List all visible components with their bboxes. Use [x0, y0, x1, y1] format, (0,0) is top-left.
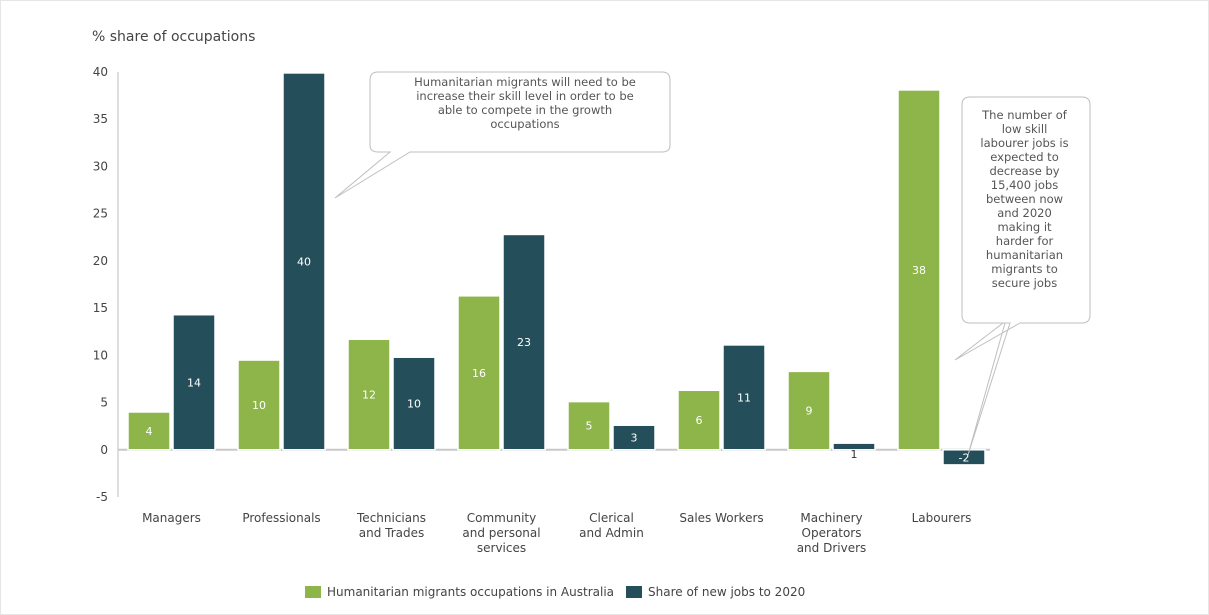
bar-new-jobs [392, 356, 436, 451]
y-axis-label: % share of occupations [92, 29, 256, 45]
bar-humanitarian [787, 370, 831, 451]
legend-item-new-jobs: Share of new jobs to 2020 [626, 585, 805, 599]
bar-new-jobs [832, 442, 876, 451]
bar-humanitarian [127, 411, 171, 451]
bar-humanitarian [897, 89, 941, 451]
data-label: 12 [362, 389, 376, 402]
annotation-line: Humanitarian migrants will need to be [414, 75, 636, 89]
legend-item-humanitarian: Humanitarian migrants occupations in Aus… [305, 585, 614, 599]
data-label: 10 [407, 398, 421, 411]
category-label: and Drivers [797, 541, 867, 555]
bar-new-jobs [942, 449, 986, 466]
data-label: -2 [959, 451, 970, 464]
annotation-line: harder for [995, 234, 1054, 248]
data-label: 11 [737, 391, 751, 404]
legend-swatch-new-jobs [626, 586, 643, 598]
annotation-line: 15,400 jobs [990, 178, 1059, 192]
y-tick-label: 25 [93, 207, 108, 221]
callout-bubble-skill [334, 71, 671, 199]
annotation-line: making it [997, 220, 1052, 234]
data-label: 6 [696, 414, 703, 427]
y-tick-label: 15 [93, 301, 108, 315]
data-label: 9 [806, 405, 813, 418]
y-tick-label: 30 [93, 159, 108, 173]
category-label: Professionals [242, 511, 320, 525]
annotation-line: expected to [990, 150, 1059, 164]
legend-swatch-humanitarian [305, 586, 321, 598]
y-tick-label: -5 [96, 490, 108, 504]
data-label: 5 [586, 420, 593, 433]
data-label: 23 [517, 336, 531, 349]
bar-humanitarian [237, 359, 281, 451]
annotation-line: increase their skill level in order to b… [416, 89, 634, 103]
data-label: 40 [297, 255, 311, 268]
legend-label-humanitarian: Humanitarian migrants occupations in Aus… [327, 585, 615, 599]
annotation-line: low skill [1001, 122, 1048, 136]
data-label: 16 [472, 367, 486, 380]
category-label: Machinery [800, 511, 862, 525]
bar-humanitarian [677, 389, 721, 451]
annotation-line: decrease by [989, 164, 1060, 178]
annotation-line: labourer jobs is [980, 136, 1069, 150]
data-label: 1 [851, 448, 858, 461]
bar-new-jobs [722, 344, 766, 451]
annotation-line: able to compete in the growth [437, 103, 613, 117]
callout-bubble-labourer [954, 96, 1091, 456]
annotation-line: migrants to [991, 262, 1058, 276]
annotation-line: humanitarian [985, 248, 1064, 262]
data-label: 14 [187, 376, 201, 389]
category-label: Labourers [912, 511, 972, 525]
y-tick-label: 20 [93, 254, 108, 268]
annotation-line: secure jobs [991, 276, 1058, 290]
y-tick-label: 35 [93, 112, 108, 126]
legend-label-new-jobs: Share of new jobs to 2020 [648, 585, 806, 599]
bar-humanitarian [347, 338, 391, 451]
y-tick-label: 10 [93, 348, 108, 362]
data-label: 4 [146, 425, 153, 438]
bar-humanitarian [567, 400, 611, 451]
bar-new-jobs [502, 233, 546, 451]
category-label: Technicians [356, 511, 426, 525]
bar-humanitarian [457, 295, 501, 451]
y-tick-label: 5 [100, 396, 108, 410]
category-label: and Admin [579, 526, 644, 540]
annotation-line: between now [985, 192, 1064, 206]
data-label: 38 [912, 264, 926, 277]
annotation-skill-callout: Humanitarian migrants will need to be inc… [380, 75, 670, 131]
category-label: Sales Workers [679, 511, 763, 525]
y-tick-label: 0 [100, 443, 108, 457]
annotation-line: occupations [490, 117, 560, 131]
data-label: 10 [252, 399, 266, 412]
bar-new-jobs [612, 424, 656, 451]
data-label: 3 [631, 432, 638, 445]
category-label: Community [467, 511, 536, 525]
category-label: Operators [802, 526, 862, 540]
annotation-line: The number of [982, 108, 1067, 122]
annotation-labourer-callout: The number of low skill labourer jobs is ex… [962, 108, 1087, 290]
category-label: services [477, 541, 526, 555]
category-label: Managers [142, 511, 201, 525]
category-label: Clerical [589, 511, 634, 525]
annotation-line: and 2020 [997, 206, 1052, 220]
legend: Humanitarian migrants occupations in Aus… [305, 585, 817, 599]
y-tick-label: 40 [93, 65, 108, 79]
bar-new-jobs [282, 72, 326, 451]
category-label: and personal [462, 526, 540, 540]
bar-new-jobs [172, 313, 216, 451]
category-label: and Trades [359, 526, 425, 540]
